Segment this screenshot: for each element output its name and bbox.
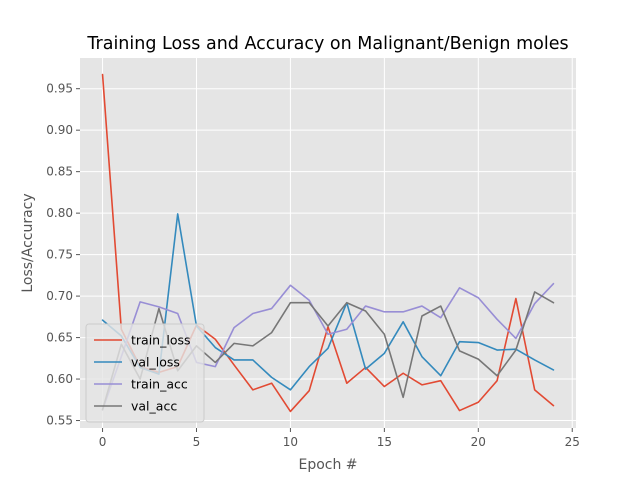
- y-tick-label: 0.80: [46, 206, 73, 220]
- axis-ticks: 0 5 10 15 20 25 0.55 0.60 0.65 0.70 0.75 0.80 0.85 0.…: [46, 82, 580, 449]
- y-tick-label: 0.55: [46, 414, 73, 428]
- y-tick-label: 0.95: [46, 82, 73, 96]
- y-axis-label: Loss/Accuracy: [20, 193, 36, 292]
- legend: train_loss val_loss train_acc val_acc: [85, 323, 205, 423]
- legend-label: train_acc: [131, 377, 188, 392]
- legend-box: [85, 323, 205, 423]
- x-tick-label: 10: [283, 435, 298, 449]
- x-axis-label: Epoch #: [298, 457, 357, 473]
- x-tick-label: 20: [471, 435, 486, 449]
- y-tick-label: 0.65: [46, 331, 73, 345]
- x-tick-label: 5: [193, 435, 201, 449]
- y-tick-label: 0.70: [46, 289, 73, 303]
- legend-label: train_loss: [131, 333, 191, 348]
- legend-label: val_acc: [131, 399, 177, 414]
- legend-label: val_loss: [131, 355, 180, 370]
- series-line-train-acc: [101, 282, 555, 411]
- y-tick-label: 0.90: [46, 123, 73, 137]
- chart-title: Training Loss and Accuracy on Malignant/…: [86, 34, 568, 54]
- y-tick-label: 0.75: [46, 248, 73, 262]
- x-tick-label: 0: [99, 435, 107, 449]
- y-tick-label: 0.60: [46, 372, 73, 386]
- y-tick-label: 0.85: [46, 165, 73, 179]
- series-line-val-loss: [101, 213, 555, 391]
- grid: [80, 58, 576, 428]
- x-tick-label: 15: [377, 435, 392, 449]
- x-tick-label: 25: [565, 435, 580, 449]
